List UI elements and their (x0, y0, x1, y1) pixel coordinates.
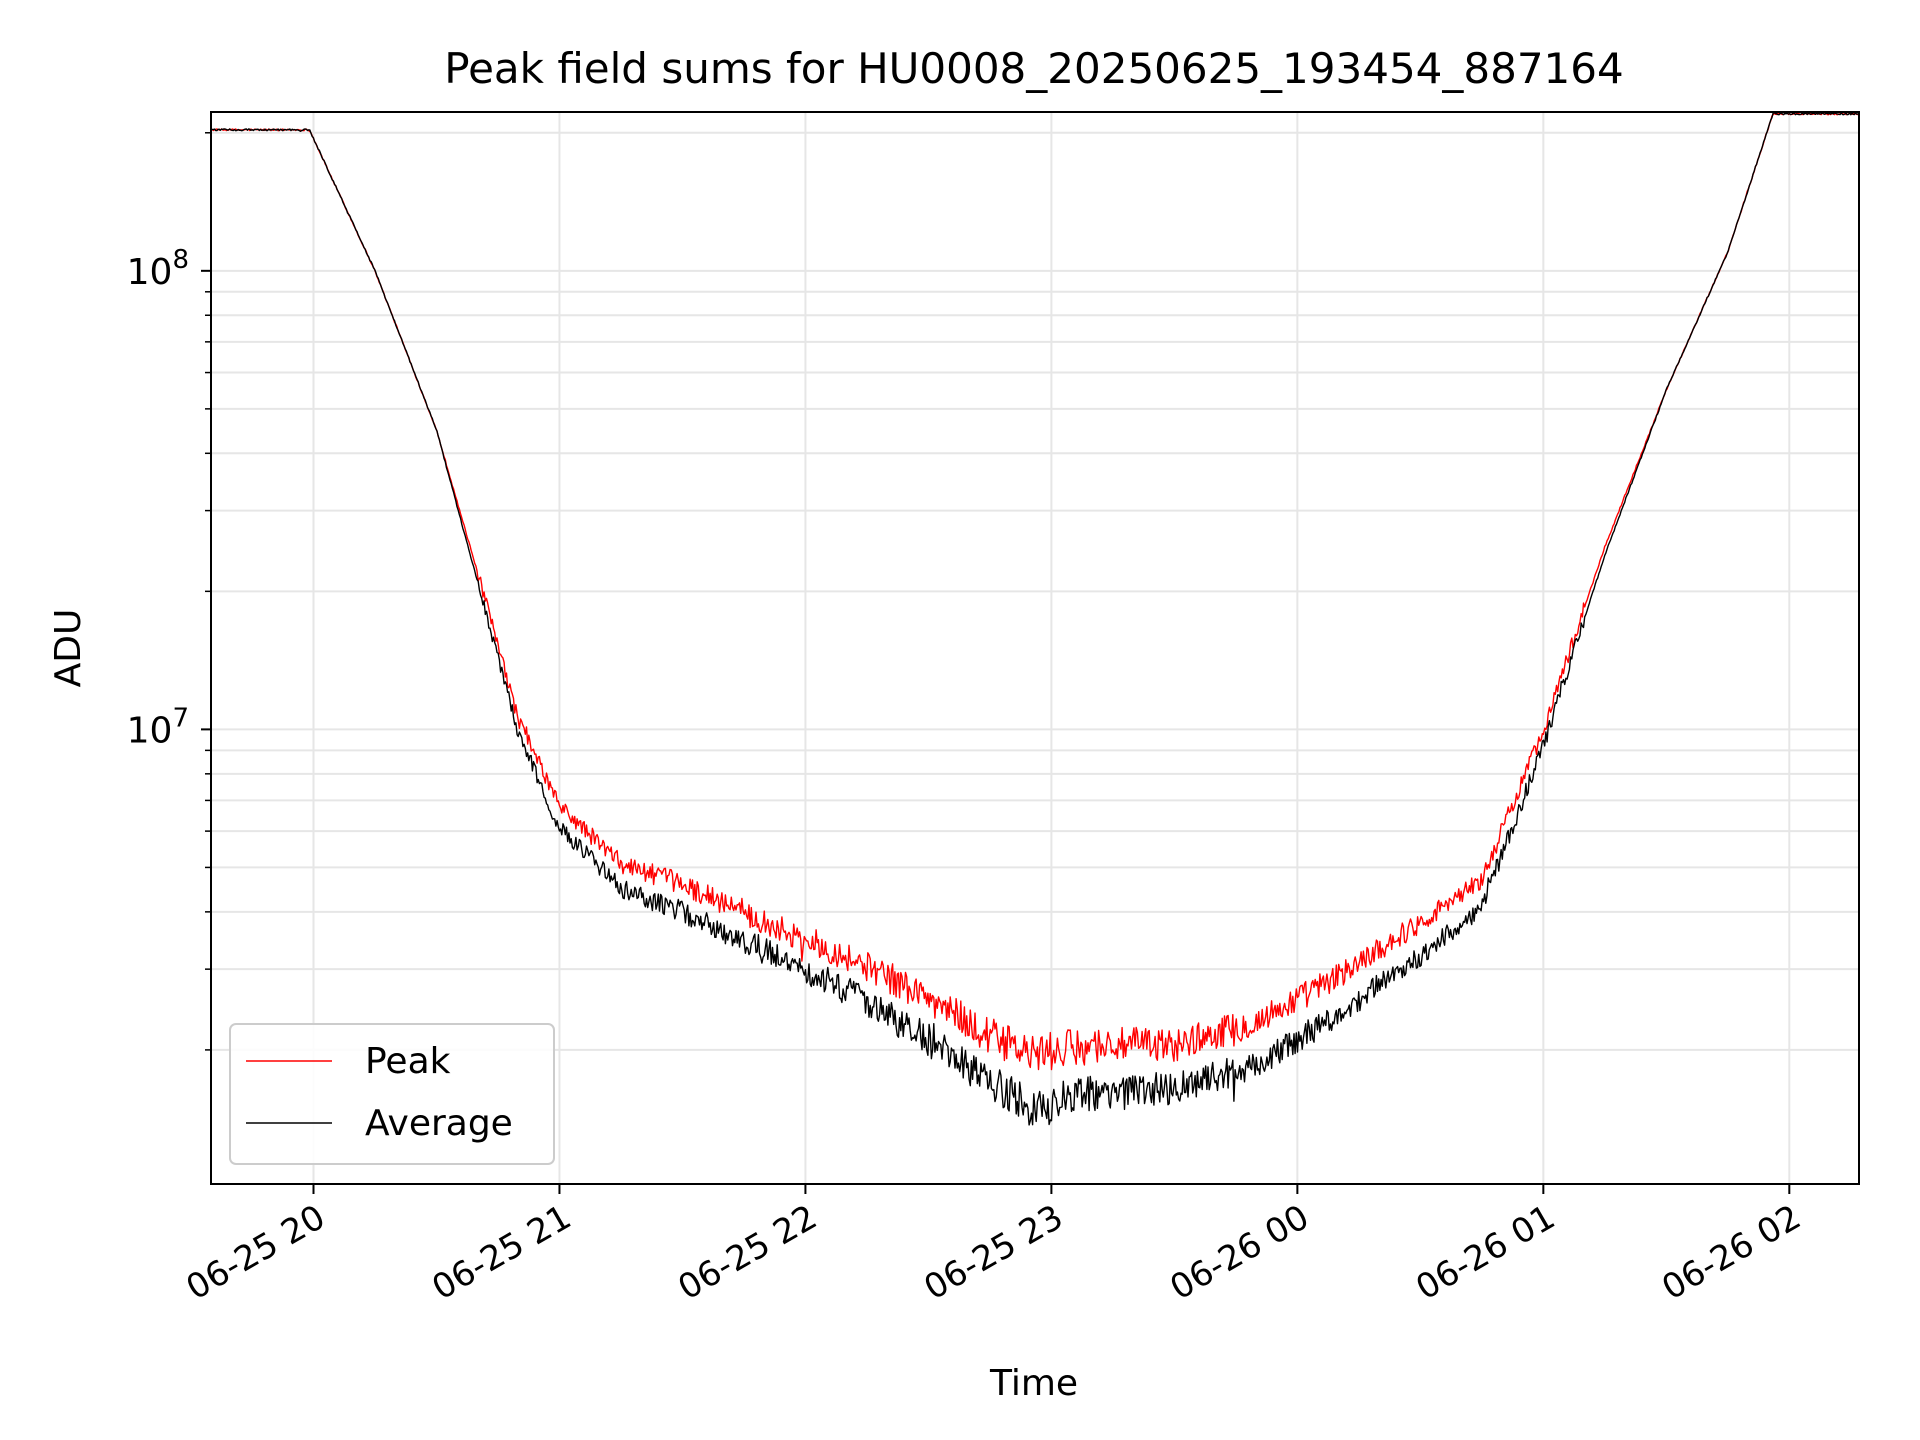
chart-title: Peak field sums for HU0008_20250625_1934… (444, 44, 1623, 93)
y-axis-label: ADU (48, 609, 89, 688)
x-axis-label: Time (989, 1363, 1078, 1404)
plot-frame (210, 111, 1860, 1185)
grid (211, 112, 1859, 1184)
legend-label-peak: Peak (365, 1041, 451, 1082)
y-tick-label: 108 (127, 245, 189, 293)
legend-box (229, 1023, 555, 1165)
legend: Peak Average (229, 1023, 555, 1165)
legend-label-average: Average (365, 1103, 513, 1144)
series-layer (210, 112, 1860, 1126)
series-line-peak (210, 112, 1860, 1071)
series-line-average (210, 112, 1860, 1126)
